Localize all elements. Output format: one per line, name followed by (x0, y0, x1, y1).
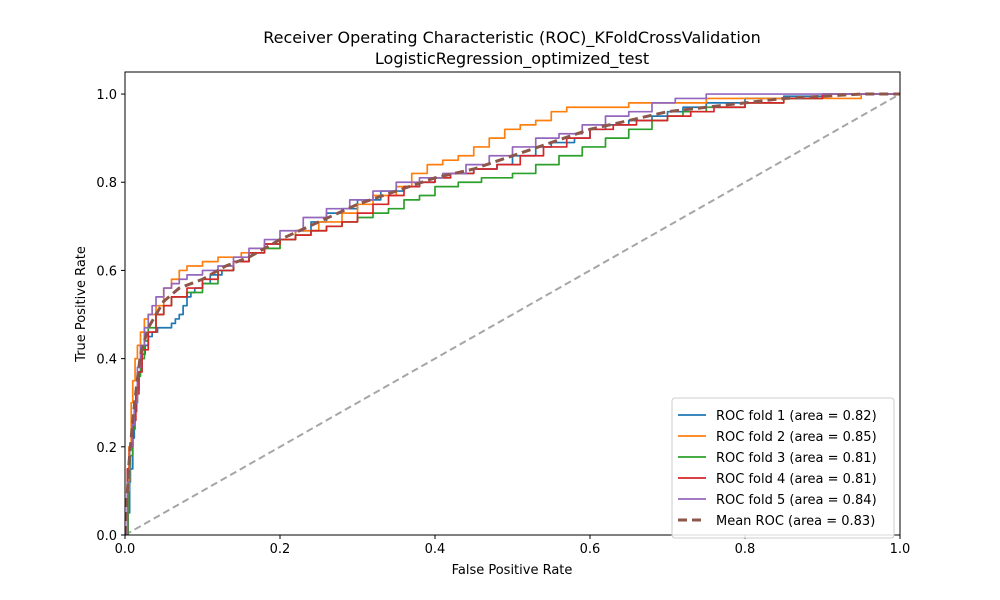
y-tick-label: 0.8 (96, 176, 117, 191)
legend-entry: ROC fold 2 (area = 0.85) (716, 430, 877, 445)
chart-title: Receiver Operating Characteristic (ROC)_… (263, 28, 761, 48)
axis-ticks: 0.0 0.2 0.4 0.6 0.8 1.0 0.0 0.2 0.4 0.6 0.8 1.0 (96, 88, 910, 557)
y-tick-label: 0.2 (96, 441, 117, 456)
x-tick-label: 0.0 (115, 542, 136, 557)
y-tick-label: 0.4 (96, 353, 117, 368)
chance-diagonal-line (125, 93, 900, 535)
axes-frame (124, 71, 901, 536)
legend-entry: ROC fold 4 (area = 0.81) (716, 472, 877, 487)
plot-area (125, 92, 900, 535)
roc-fold-4-line (125, 93, 900, 535)
legend-entry: ROC fold 3 (area = 0.81) (716, 451, 877, 466)
plot-frame (124, 71, 901, 536)
x-axis-label: False Positive Rate (452, 563, 573, 578)
legend: ROC fold 1 (area = 0.82) ROC fold 2 (area… (671, 397, 895, 539)
y-axis-label: True Positive Rate (74, 246, 89, 363)
mean-roc-line (125, 92, 900, 535)
y-tick-label: 0.6 (96, 264, 117, 279)
x-tick-label: 0.4 (425, 542, 446, 557)
x-tick-label: 0.8 (735, 542, 756, 557)
x-tick-label: 0.2 (270, 542, 291, 557)
legend-entry: Mean ROC (area = 0.83) (716, 514, 875, 529)
legend-entry: ROC fold 1 (area = 0.82) (716, 409, 877, 424)
legend-box (671, 397, 895, 539)
x-tick-label: 1.0 (890, 542, 911, 557)
chart-subtitle: LogisticRegression_optimized_test (375, 49, 649, 69)
legend-entry: ROC fold 5 (area = 0.84) (716, 493, 877, 508)
x-tick-label: 0.6 (580, 542, 601, 557)
y-tick-label: 1.0 (96, 88, 117, 103)
y-tick-label: 0.0 (96, 529, 117, 544)
